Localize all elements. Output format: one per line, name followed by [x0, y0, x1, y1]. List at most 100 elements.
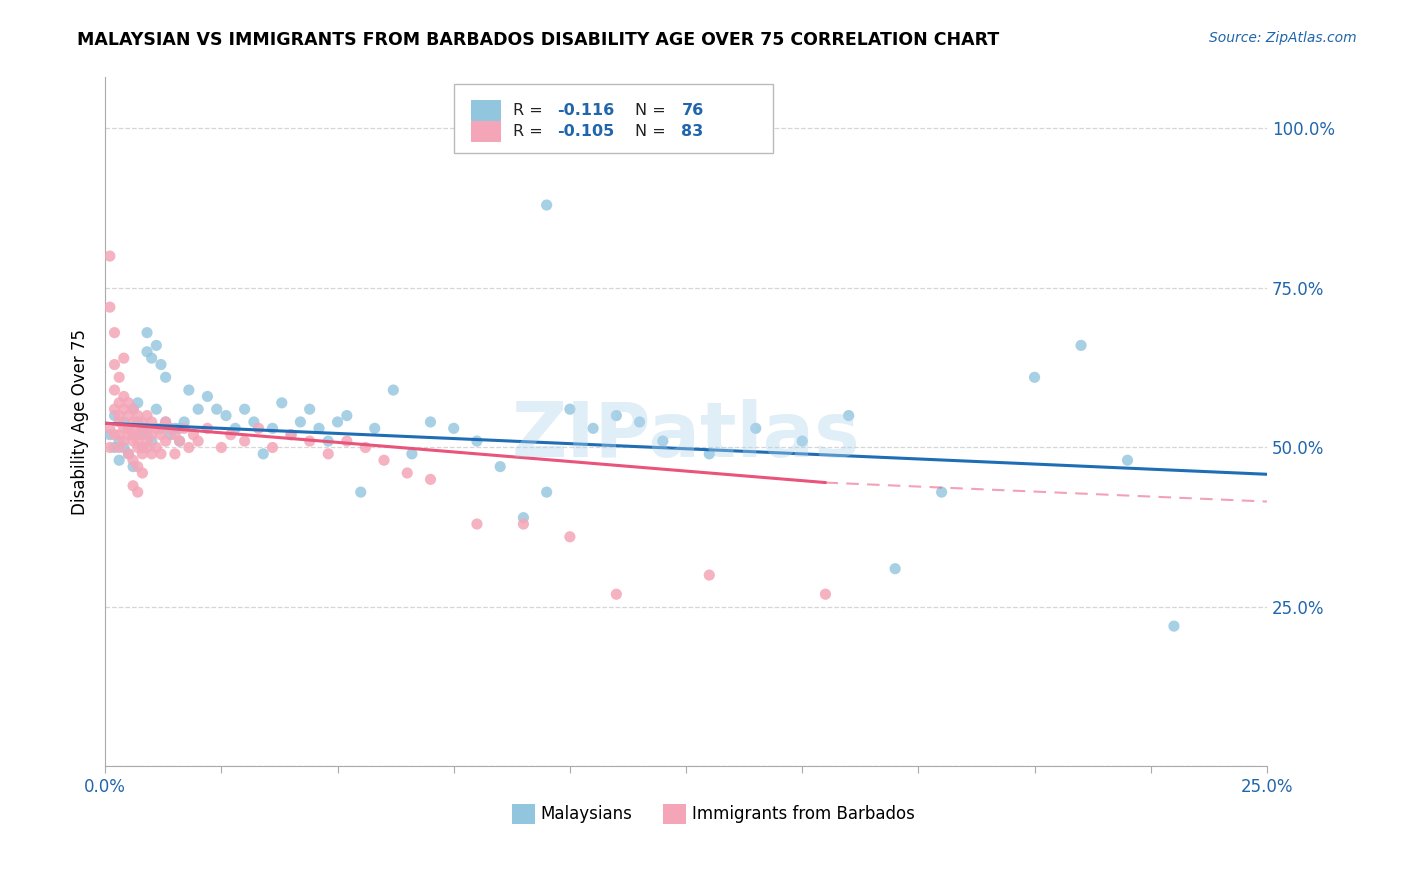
Point	[112, 402, 135, 417]
FancyBboxPatch shape	[512, 805, 536, 823]
Point	[159, 421, 181, 435]
Point	[141, 447, 163, 461]
FancyBboxPatch shape	[454, 85, 773, 153]
Point	[122, 453, 145, 467]
Point	[127, 485, 149, 500]
Point	[145, 402, 167, 417]
Point	[127, 459, 149, 474]
Point	[141, 434, 163, 449]
Point	[697, 568, 720, 582]
Point	[122, 415, 145, 429]
Point	[169, 434, 191, 449]
Text: Immigrants from Barbados: Immigrants from Barbados	[692, 805, 915, 823]
Point	[131, 427, 153, 442]
Point	[215, 409, 238, 423]
Point	[131, 441, 153, 455]
Point	[558, 530, 581, 544]
Point	[336, 409, 359, 423]
Point	[177, 441, 200, 455]
Point	[112, 421, 135, 435]
Point	[103, 358, 125, 372]
Point	[149, 358, 172, 372]
Point	[233, 402, 256, 417]
Point	[336, 434, 359, 449]
Point	[127, 415, 149, 429]
Point	[103, 402, 125, 417]
Text: R =: R =	[513, 103, 548, 118]
Point	[127, 421, 149, 435]
Point	[316, 447, 339, 461]
Point	[131, 447, 153, 461]
Point	[354, 441, 377, 455]
Point	[1163, 619, 1185, 633]
Point	[512, 510, 534, 524]
Point	[298, 434, 321, 449]
Point	[155, 370, 177, 384]
Text: 83: 83	[682, 124, 703, 138]
Point	[262, 441, 284, 455]
Point	[1024, 370, 1046, 384]
Point	[298, 402, 321, 417]
Text: -0.105: -0.105	[557, 124, 614, 138]
Point	[155, 415, 177, 429]
Point	[364, 421, 387, 435]
Point	[163, 421, 186, 435]
Point	[187, 434, 209, 449]
Point	[536, 198, 558, 212]
Point	[117, 427, 139, 442]
Point	[112, 434, 135, 449]
Point	[117, 409, 139, 423]
Point	[465, 434, 488, 449]
Point	[108, 370, 131, 384]
Point	[131, 441, 153, 455]
Point	[117, 421, 139, 435]
Point	[187, 402, 209, 417]
Point	[173, 421, 195, 435]
Text: N =: N =	[636, 124, 671, 138]
Point	[931, 485, 953, 500]
Point	[745, 421, 768, 435]
Point	[536, 485, 558, 500]
Point	[290, 415, 312, 429]
Point	[112, 389, 135, 403]
Point	[382, 383, 405, 397]
Point	[149, 447, 172, 461]
Point	[112, 415, 135, 429]
Point	[136, 421, 159, 435]
Point	[489, 459, 512, 474]
Point	[103, 409, 125, 423]
Point	[247, 421, 270, 435]
Point	[145, 338, 167, 352]
Point	[605, 409, 627, 423]
Point	[145, 421, 167, 435]
Point	[131, 421, 153, 435]
Point	[270, 396, 292, 410]
Point	[117, 421, 139, 435]
Text: ZIPatlas: ZIPatlas	[512, 399, 860, 473]
Point	[884, 562, 907, 576]
Point	[103, 383, 125, 397]
Point	[205, 402, 228, 417]
Point	[316, 434, 339, 449]
Point	[233, 434, 256, 449]
Point	[108, 453, 131, 467]
Text: N =: N =	[636, 103, 671, 118]
Point	[224, 421, 246, 435]
Point	[605, 587, 627, 601]
Point	[512, 516, 534, 531]
Point	[1070, 338, 1092, 352]
Point	[159, 427, 181, 442]
Point	[177, 383, 200, 397]
Point	[197, 421, 219, 435]
Point	[197, 389, 219, 403]
Point	[419, 472, 441, 486]
Point	[98, 441, 121, 455]
Point	[117, 396, 139, 410]
Point	[326, 415, 349, 429]
Point	[465, 516, 488, 531]
Point	[103, 326, 125, 340]
Point	[209, 441, 232, 455]
Point	[108, 427, 131, 442]
Point	[98, 249, 121, 263]
Point	[173, 415, 195, 429]
